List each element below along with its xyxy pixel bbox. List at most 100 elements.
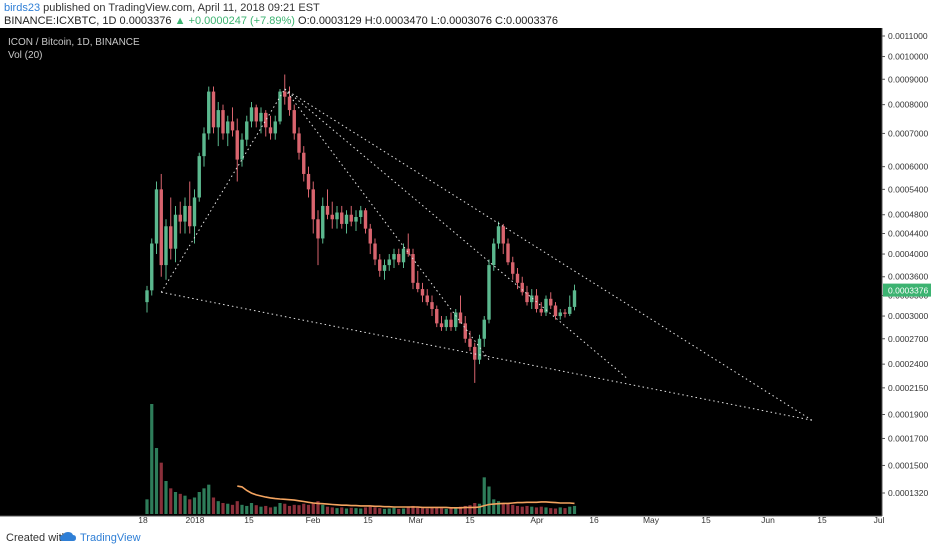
last-price-label: 0.0003376 (888, 286, 928, 296)
tradingview-link[interactable]: TradingView (80, 532, 141, 544)
y-tick-label: 0.0001320 (888, 488, 928, 498)
volume-bar (439, 508, 444, 514)
volume-bar (216, 501, 220, 514)
y-tick-label: 0.0004000 (888, 249, 928, 259)
change-value: ▲ +0.0000247 (+7.89%) (174, 15, 295, 27)
volume-bar (397, 508, 401, 514)
candle-body (259, 112, 263, 122)
volume-bar (539, 506, 543, 514)
candle-body (340, 212, 344, 224)
volume-bar (202, 488, 206, 514)
candle-body (292, 110, 296, 134)
volume-bar (520, 506, 524, 514)
volume-bar (406, 506, 410, 514)
price-chart[interactable]: 0.0011000 0.0010000 0.0009000 0.0008000 0.00… (0, 28, 932, 526)
volume-bar (235, 501, 239, 514)
candle-body (178, 214, 182, 222)
x-tick-label: Apr (530, 515, 543, 525)
volume-bar (178, 493, 182, 514)
last-price-tag (883, 283, 931, 297)
candle-body (515, 273, 520, 283)
y-tick-label: 0.0007000 (888, 128, 928, 138)
y-tick-label: 0.0006000 (888, 162, 928, 172)
volume-bar (278, 503, 282, 514)
y-tick-label: 0.0003000 (888, 311, 928, 321)
y-tick-label: 0.0001900 (888, 409, 928, 419)
chart-area[interactable]: 0.0011000 0.0010000 0.0009000 0.0008000 0.00… (0, 28, 932, 526)
volume-bar (511, 504, 515, 514)
x-tick-label: 15 (701, 515, 711, 525)
volume-bar (316, 501, 320, 514)
close-value: C:0.0003376 (495, 15, 559, 27)
candle-body (420, 289, 425, 296)
candle-body (373, 243, 377, 260)
candle-body (454, 312, 458, 328)
candle-body (202, 133, 206, 157)
author-link[interactable]: birds23 (4, 2, 41, 14)
candle-body (439, 323, 444, 328)
candle-body (330, 214, 334, 220)
x-tick-label: 16 (589, 515, 599, 525)
candle-body (468, 338, 472, 347)
candle-body (268, 127, 273, 134)
volume-bar (292, 504, 296, 514)
candle-body (344, 214, 349, 224)
volume-bar (240, 504, 244, 514)
volume-bar (482, 477, 486, 514)
y-tick-label: 0.0001500 (888, 460, 928, 470)
volume-bar (344, 508, 349, 514)
candle-body (164, 226, 168, 266)
volume-bar (259, 506, 263, 514)
tradingview-logo-icon (60, 532, 76, 541)
time-axis-background (0, 516, 882, 526)
candle-body (378, 259, 382, 271)
volume-bar (150, 404, 154, 514)
volume-bar (188, 499, 192, 514)
plot-background (0, 28, 882, 516)
volume-bar (354, 508, 358, 514)
x-tick-label: Jun (761, 515, 775, 525)
volume-bar (378, 508, 382, 514)
volume-bar (496, 501, 501, 514)
volume-bar (249, 503, 254, 514)
candle-body (458, 312, 463, 324)
volume-bar (264, 505, 268, 514)
candle-body (264, 112, 268, 128)
candle-body (492, 243, 496, 266)
volume-bar (311, 503, 315, 514)
x-tick-label: 2018 (186, 515, 205, 525)
candle-body (216, 110, 220, 128)
volume-bar (154, 448, 159, 514)
candle-body (368, 228, 372, 244)
footer-bar: Created with TradingView (0, 526, 932, 550)
candle-body (335, 212, 339, 220)
y-tick-label: 0.0004400 (888, 228, 928, 238)
candle-body (387, 259, 391, 266)
x-tick-label: 15 (817, 515, 827, 525)
y-tick-label: 0.0009000 (888, 74, 928, 84)
volume-bar (572, 505, 577, 514)
volume-bar (568, 506, 572, 514)
candle-body (506, 243, 510, 263)
candle-body (235, 130, 239, 160)
y-tick-label: 0.0010000 (888, 52, 928, 62)
candle-body (273, 121, 277, 134)
candle-body (463, 323, 467, 339)
volume-bar (197, 492, 201, 514)
volume-bar (363, 507, 368, 514)
volume-bar (230, 504, 235, 514)
candle-body (316, 219, 320, 239)
candle-body (496, 226, 501, 244)
high-value: H:0.0003470 (364, 15, 428, 27)
candle-body (397, 254, 401, 263)
candle-body (240, 139, 244, 160)
candle-body (539, 308, 543, 313)
volume-bar (553, 508, 558, 514)
candle-body (520, 282, 524, 293)
y-tick-label: 0.0001700 (888, 433, 928, 443)
candle-body (278, 91, 282, 122)
candle-body (572, 290, 577, 307)
candle-body (435, 308, 439, 324)
x-tick-label: 18 (138, 515, 148, 525)
volume-bar (164, 481, 168, 514)
